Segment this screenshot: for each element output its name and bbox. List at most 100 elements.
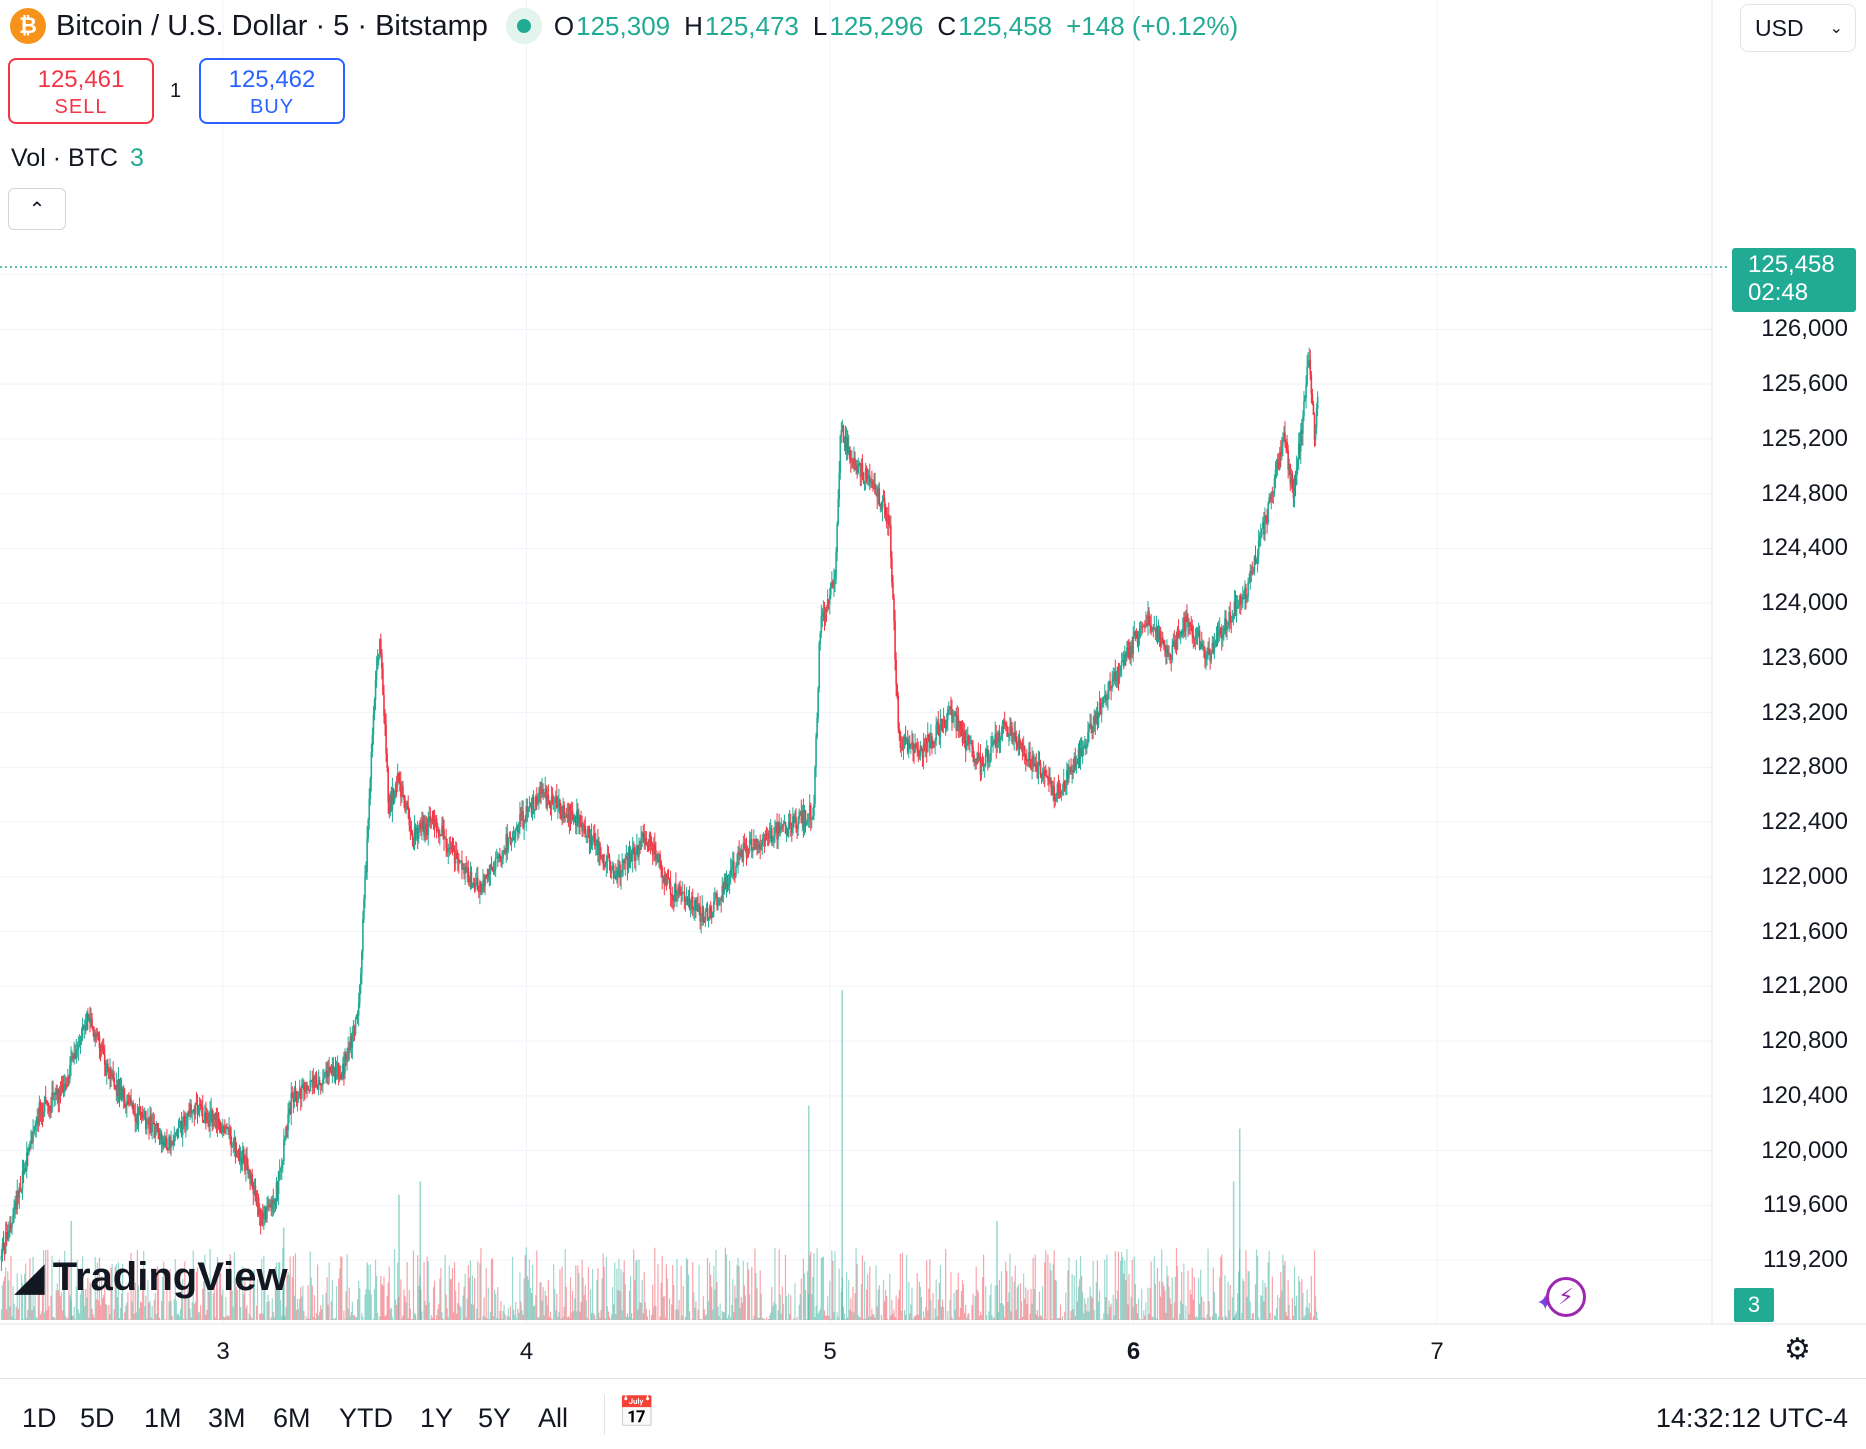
calendar-goto-icon[interactable]: 📅 [618,1395,655,1430]
volume-bar [1251,1319,1252,1320]
volume-bar [535,1295,536,1320]
clock-timezone[interactable]: 14:32:12 UTC-4 [1656,1403,1848,1434]
volume-bar [721,1319,722,1320]
volume-bar [628,1317,629,1320]
volume-bar [453,1312,454,1320]
spread-value: 1 [170,80,181,103]
buy-price: 125,462 [201,66,343,94]
volume-bar [478,1319,479,1320]
volume-bar [1243,1281,1244,1320]
volume-bar [215,1317,216,1320]
volume-bar [845,1319,846,1320]
candle-body [495,857,497,869]
volume-bar [832,1261,833,1320]
volume-bar [260,1314,261,1320]
range-all[interactable]: All [538,1403,568,1434]
volume-bar [891,1300,892,1320]
volume-bar [978,1292,979,1320]
volume-bar [1152,1316,1153,1320]
volume-bar [566,1287,567,1320]
volume-bar [1083,1313,1084,1320]
collapse-legend-button[interactable]: ⌃ [8,188,66,230]
volume-bar [1045,1250,1046,1320]
range-5d[interactable]: 5D [80,1403,115,1434]
volume-bar [554,1289,555,1320]
candle-body [1029,752,1031,760]
volume-bar [438,1304,439,1320]
volume-bar [657,1264,658,1320]
volume-bar [1301,1279,1302,1320]
volume-bar [48,1306,49,1320]
volume-bar [747,1262,748,1320]
currency-select[interactable]: USD ⌄ [1740,4,1856,52]
volume-bar [84,1306,85,1320]
volume-bar [390,1309,391,1320]
volume-bar [793,1318,794,1320]
volume-bar [326,1277,327,1320]
volume-spike [419,1181,421,1320]
volume-bar [1107,1314,1108,1320]
volume-bar [649,1310,650,1320]
volume-bar [736,1265,737,1320]
bitcoin-icon: ₿ [10,8,46,44]
volume-bar [850,1299,851,1320]
volume-bar [785,1255,786,1320]
range-1m[interactable]: 1M [144,1403,182,1434]
volume-bar [989,1295,990,1320]
range-1d[interactable]: 1D [22,1403,57,1434]
volume-bar [899,1290,900,1320]
lightning-icon[interactable]: ⚡ [1546,1277,1586,1317]
volume-bar [424,1301,425,1320]
candle-body [251,1174,253,1182]
volume-bar [480,1248,481,1320]
volume-bar [469,1278,470,1320]
volume-bar [577,1265,578,1320]
range-6m[interactable]: 6M [273,1403,311,1434]
volume-bar [634,1280,635,1320]
volume-bar [407,1262,408,1320]
volume-bar [458,1282,459,1320]
tradingview-logo[interactable]: ◢ TradingView [14,1254,288,1300]
volume-bar [1026,1304,1027,1320]
gear-icon[interactable]: ⚙ [1784,1332,1811,1367]
volume-bar [492,1258,493,1320]
volume-bar [1182,1304,1183,1320]
buy-button[interactable]: 125,462 BUY [199,58,345,124]
symbol-title[interactable]: Bitcoin / U.S. Dollar · 5 · Bitstamp [56,10,488,43]
range-5y[interactable]: 5Y [478,1403,511,1434]
volume-bar [1314,1250,1315,1320]
volume-bar [36,1317,37,1320]
price-tick-label: 121,600 [1748,918,1848,946]
volume-bar [739,1266,740,1320]
volume-bar [817,1248,818,1320]
volume-bar [400,1279,401,1320]
sell-button[interactable]: 125,461 SELL [8,58,154,124]
volume-bar [380,1276,381,1320]
volume-bar [303,1311,304,1320]
volume-bar [870,1316,871,1320]
volume-bar [652,1285,653,1320]
volume-bar [568,1316,569,1320]
volume-bar [1236,1311,1237,1320]
volume-bar [1058,1318,1059,1320]
range-ytd[interactable]: YTD [339,1403,393,1434]
volume-bar [609,1317,610,1320]
volume-bar [530,1288,531,1320]
volume-bar [548,1280,549,1320]
volume-bar [593,1313,594,1320]
volume-bar [381,1284,382,1320]
volume-bar [1257,1256,1258,1320]
volume-bar [703,1296,704,1320]
volume-bar [1136,1304,1137,1320]
volume-bar [314,1295,315,1320]
volume-bar [362,1316,363,1320]
volume-bar [646,1309,647,1320]
range-3m[interactable]: 3M [208,1403,246,1434]
volume-bar [722,1311,723,1320]
range-1y[interactable]: 1Y [420,1403,453,1434]
volume-bar [883,1280,884,1320]
volume-bar [733,1312,734,1320]
volume-bar [536,1251,537,1320]
